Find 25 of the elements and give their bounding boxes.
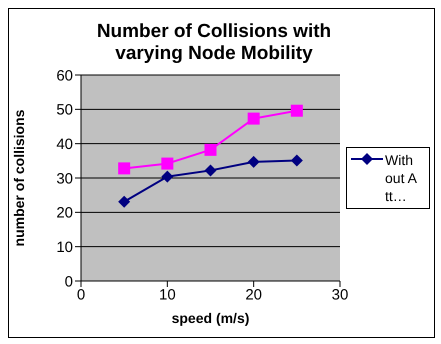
- y-tick-label: 40: [56, 136, 73, 153]
- x-tick-label: 20: [245, 286, 262, 304]
- x-tick-label: 10: [158, 286, 176, 304]
- chart-title: Number of Collisions with varying Node Mobility: [96, 21, 332, 65]
- point: [248, 112, 260, 125]
- y-tick-label: 50: [56, 102, 73, 119]
- y-axis-title: number of collisions: [10, 109, 27, 246]
- y-tick-label: 10: [56, 238, 73, 256]
- y-tick-label: 0: [64, 273, 73, 290]
- point: [290, 154, 303, 166]
- point: [290, 104, 303, 117]
- point: [204, 164, 216, 176]
- y-tick-label: 20: [56, 204, 73, 222]
- legend-label: Without Att…: [385, 151, 417, 205]
- point: [161, 170, 174, 183]
- x-tick-label: 30: [332, 286, 348, 304]
- y-tick-label: 30: [56, 170, 73, 188]
- point: [248, 156, 260, 168]
- y-tick-label: 60: [56, 67, 73, 84]
- point: [161, 158, 174, 170]
- point: [118, 196, 130, 208]
- point: [204, 144, 216, 156]
- point: [118, 162, 130, 174]
- x-tick-label: 0: [76, 286, 86, 304]
- x-axis-title: speed (m/s): [172, 310, 250, 326]
